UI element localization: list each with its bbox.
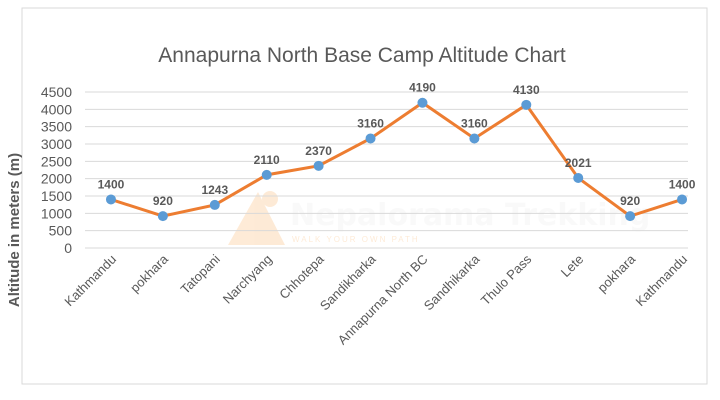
data-point [677,194,688,205]
data-point [209,199,220,210]
data-label: 3160 [357,116,384,130]
chart-title: Annapurna North Base Camp Altitude Chart [158,44,566,67]
altitude-line [110,100,683,218]
y-tick-label: 1500 [41,188,72,204]
data-label: 2110 [254,153,280,167]
y-tick-label: 4000 [41,101,72,117]
watermark-logo: Nepalorama Trekking WALK YOUR OWN PATH [228,191,650,245]
y-axis-label: Altitude in meters (m) [6,153,23,307]
data-label: 1400 [669,177,696,191]
data-point [625,211,636,222]
data-point [365,133,376,144]
data-label: 2021 [565,156,592,170]
y-tick-label: 4500 [41,84,72,100]
data-point [313,160,324,171]
data-label: 4190 [409,81,436,95]
y-tick-label: 3000 [41,136,72,152]
data-point [469,133,480,144]
data-label: 2370 [305,144,332,158]
data-label: 4130 [513,83,540,97]
data-label: 920 [620,194,640,208]
data-label: 1243 [201,183,228,197]
y-tick-label: 1000 [41,205,72,221]
y-tick-label: 2000 [41,171,72,187]
data-point [417,97,428,108]
svg-text:WALK YOUR OWN PATH: WALK YOUR OWN PATH [292,235,420,244]
y-tick-label: 3500 [41,119,72,135]
y-tick-label: 0 [64,240,72,256]
svg-text:Nepalorama Trekking: Nepalorama Trekking [290,198,650,233]
y-tick-label: 2500 [41,153,72,169]
data-label: 1400 [98,177,125,191]
y-tick-label: 500 [49,223,73,239]
data-point [105,194,116,205]
data-point [261,169,272,180]
data-point [573,172,584,183]
data-point [521,99,532,110]
data-label: 920 [153,194,173,208]
data-label: 3160 [461,116,488,130]
data-point [157,211,168,222]
